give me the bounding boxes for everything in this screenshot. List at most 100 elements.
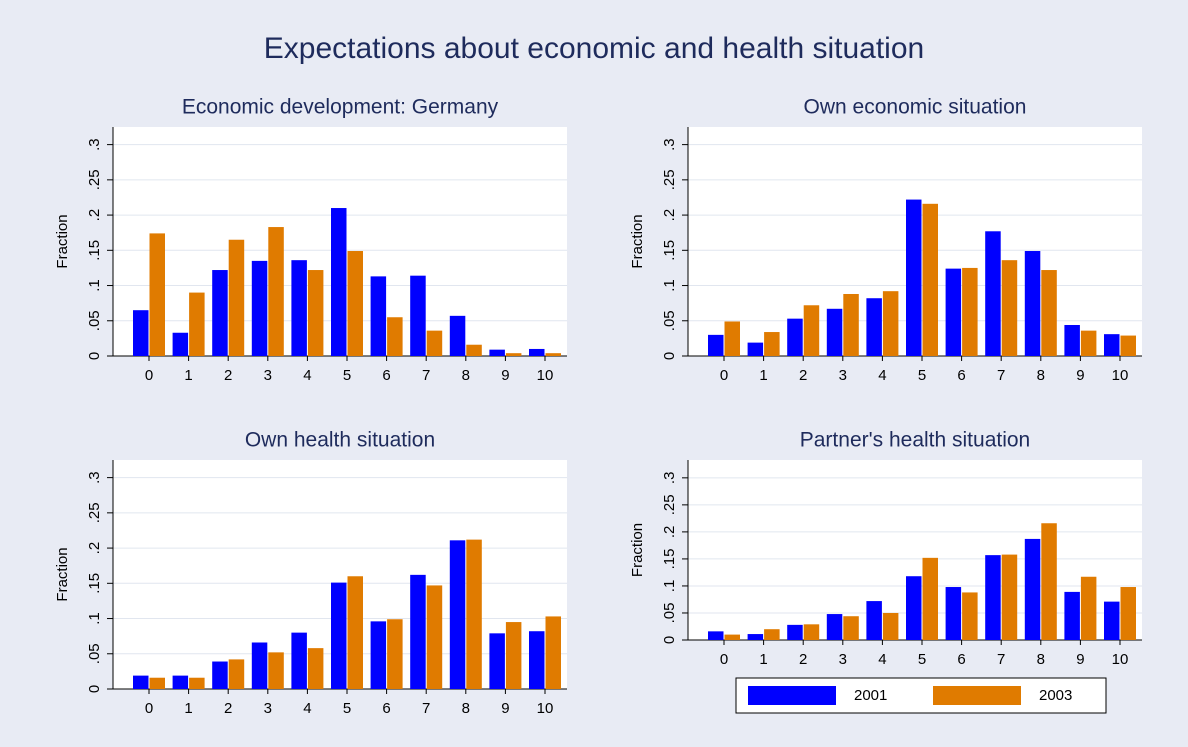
bar xyxy=(347,576,363,689)
bar xyxy=(1080,330,1097,356)
bar xyxy=(866,298,882,356)
x-tick-label: 7 xyxy=(997,651,1005,668)
y-tick-label: 0 xyxy=(661,352,678,360)
bar xyxy=(803,305,820,356)
y-tick-label: .2 xyxy=(86,542,103,555)
bar xyxy=(370,621,387,689)
bar xyxy=(307,648,324,689)
x-tick-label: 6 xyxy=(957,367,965,384)
x-tick-label: 0 xyxy=(145,700,153,717)
figure-title: Expectations about economic and health s… xyxy=(264,32,924,65)
bar xyxy=(922,203,938,356)
bar xyxy=(189,677,205,689)
x-tick-label: 10 xyxy=(537,367,554,384)
legend-label: 2003 xyxy=(1039,687,1072,704)
bar xyxy=(882,291,899,356)
x-tick-label: 8 xyxy=(1037,367,1045,384)
bar xyxy=(133,310,149,356)
bar xyxy=(962,592,978,640)
x-tick-label: 3 xyxy=(839,651,847,668)
bar xyxy=(1041,523,1057,640)
x-tick-label: 3 xyxy=(264,367,272,384)
bar xyxy=(803,624,820,640)
y-tick-label: .25 xyxy=(86,169,103,190)
y-tick-label: .3 xyxy=(661,138,678,151)
x-tick-label: 10 xyxy=(1112,367,1129,384)
bar xyxy=(331,582,347,689)
bar xyxy=(268,227,284,356)
y-tick-label: .15 xyxy=(661,548,678,569)
bar xyxy=(529,631,545,689)
bar xyxy=(1001,554,1018,640)
bar xyxy=(307,270,324,356)
y-tick-label: .1 xyxy=(86,612,103,625)
bar xyxy=(149,233,165,356)
bar xyxy=(985,555,1001,640)
chart-title: Own economic situation xyxy=(804,96,1027,119)
x-tick-label: 10 xyxy=(537,700,554,717)
bar xyxy=(529,348,545,356)
x-tick-label: 2 xyxy=(799,651,807,668)
x-tick-label: 4 xyxy=(878,367,886,384)
x-tick-label: 3 xyxy=(839,367,847,384)
bar xyxy=(331,208,347,356)
bar xyxy=(489,633,505,689)
bar xyxy=(787,318,803,356)
bar xyxy=(747,342,764,356)
x-tick-label: 4 xyxy=(303,367,311,384)
y-tick-label: .15 xyxy=(661,240,678,261)
bar xyxy=(212,661,228,689)
x-tick-label: 1 xyxy=(184,700,192,717)
bar xyxy=(387,317,403,356)
x-tick-label: 4 xyxy=(878,651,886,668)
bar xyxy=(708,631,724,640)
bar xyxy=(724,321,740,356)
bar xyxy=(1024,251,1041,356)
y-tick-label: .05 xyxy=(86,643,103,664)
x-tick-label: 2 xyxy=(799,367,807,384)
bar xyxy=(228,659,245,689)
bar xyxy=(866,601,882,640)
bar xyxy=(449,540,466,689)
bar xyxy=(387,619,403,689)
bar xyxy=(410,574,426,689)
bar xyxy=(882,612,899,640)
bar xyxy=(1120,587,1136,640)
y-tick-label: .15 xyxy=(86,240,103,261)
bar xyxy=(291,260,307,356)
bar xyxy=(1104,601,1120,640)
x-tick-label: 2 xyxy=(224,367,232,384)
bar xyxy=(489,349,505,356)
legend-label: 2001 xyxy=(854,687,887,704)
bar xyxy=(426,330,443,356)
x-tick-label: 8 xyxy=(462,367,470,384)
y-axis-label: Fraction xyxy=(629,214,646,268)
bar xyxy=(906,199,922,356)
bar xyxy=(1064,324,1080,356)
bar xyxy=(251,260,268,356)
bar xyxy=(228,239,245,356)
y-axis-label: Fraction xyxy=(54,214,71,268)
y-tick-label: .25 xyxy=(86,502,103,523)
bar xyxy=(505,353,522,356)
y-tick-label: .05 xyxy=(661,310,678,331)
x-tick-label: 10 xyxy=(1112,651,1129,668)
bar xyxy=(545,353,561,356)
bar xyxy=(189,292,205,356)
bar xyxy=(985,231,1001,356)
y-tick-label: .2 xyxy=(661,209,678,222)
bar xyxy=(1120,335,1136,356)
y-axis-label: Fraction xyxy=(629,523,646,577)
bar xyxy=(268,652,284,689)
bar xyxy=(962,267,978,356)
bar xyxy=(133,675,149,689)
bar xyxy=(466,344,482,356)
bar xyxy=(410,275,426,356)
legend-swatch xyxy=(748,686,836,705)
x-tick-label: 7 xyxy=(422,367,430,384)
bar xyxy=(708,334,724,356)
bar xyxy=(1041,270,1057,356)
bar xyxy=(945,268,962,356)
y-tick-label: .1 xyxy=(86,279,103,292)
